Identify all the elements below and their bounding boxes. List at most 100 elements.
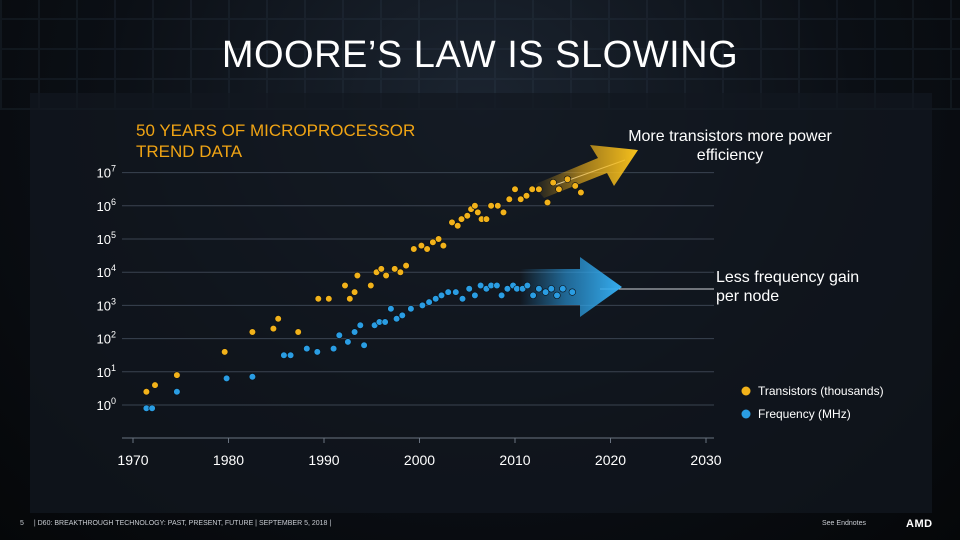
x-tick-label: 1980 [213,452,244,468]
footer-page-number: 5 [20,520,24,527]
data-point [344,338,352,346]
data-point [223,374,231,383]
data-point [547,285,555,293]
data-point [387,305,395,313]
data-point [287,351,295,359]
y-tick-label: 107 [97,164,116,181]
data-point [393,315,401,323]
data-point [221,348,229,356]
footer-endnotes-link[interactable]: See Endnotes [822,520,866,527]
y-tick-label: 105 [97,230,116,247]
data-point [407,305,415,313]
data-point [402,262,410,270]
background-circuit-pattern [0,0,960,110]
data-point [499,208,508,216]
data-point [313,348,321,356]
data-point [577,188,585,197]
chart-subtitle: 50 YEARS OF MICROPROCESSOR TREND DATA [136,121,416,161]
data-point [553,291,561,300]
data-point [517,195,525,203]
data-point [471,291,479,300]
data-point [503,285,512,293]
data-point [341,281,349,290]
data-point [356,321,364,329]
data-point [173,371,181,379]
legend-marker [741,386,751,396]
annotation-more-transistors: More transistors more power efficiency [628,128,832,164]
data-point [571,182,579,190]
amd-logo: AMD [906,518,933,530]
data-point [535,285,543,293]
data-point [465,285,473,293]
data-point [435,235,443,243]
data-point [335,331,343,339]
data-point [248,373,256,381]
data-point [425,298,433,306]
y-tick-label: 100 [97,396,116,413]
data-point [529,291,537,300]
annotation-less-frequency: Less frequency gain per node [716,269,860,305]
data-point [454,222,462,230]
x-tick-label: 2000 [404,452,435,468]
data-point [487,202,495,210]
data-point [346,295,354,303]
trend-arrow-right [520,257,622,317]
data-point [151,381,159,389]
x-tick-label: 1970 [117,452,148,468]
data-point [498,291,506,300]
legend-label: Frequency (MHz) [758,407,851,421]
footer-text: | D60: BREAKTHROUGH TECHNOLOGY: PAST, PR… [33,520,332,527]
data-point [303,345,311,353]
data-point [381,318,389,326]
data-point [410,245,418,253]
data-point [452,288,460,296]
data-point [173,388,181,396]
series-frequency [142,281,576,412]
data-point [543,198,552,207]
data-point [351,288,359,296]
y-tick-label: 106 [97,197,116,214]
data-point [398,311,406,320]
data-point [148,404,156,412]
legend-label: Transistors (thousands) [758,384,884,398]
data-point [417,242,426,250]
data-point [444,288,452,296]
data-point [351,328,359,336]
series-transistors [142,175,585,396]
data-point [528,185,536,193]
data-point [463,212,471,220]
data-point [432,295,440,303]
data-point [269,325,278,333]
data-point [541,288,550,296]
data-point [555,185,563,193]
data-point [457,215,466,223]
x-tick-label: 2030 [690,452,721,468]
data-point [522,192,531,200]
data-point [505,195,513,203]
data-point [330,345,338,353]
y-tick-label: 101 [97,363,116,380]
data-point [458,295,467,303]
data-point [367,281,375,290]
data-point [448,218,456,226]
data-point [377,265,385,273]
data-point [429,238,437,246]
data-point [474,208,482,216]
data-point [353,271,362,280]
data-point [274,315,282,323]
data-point [559,285,567,293]
legend-marker [741,409,751,419]
data-point [439,242,448,250]
data-point [477,281,485,290]
y-tick-label: 102 [97,330,116,347]
data-point [568,288,576,296]
data-point [535,185,543,193]
y-tick-label: 104 [97,263,116,280]
x-tick-label: 1990 [308,452,339,468]
x-tick-label: 2010 [499,452,530,468]
data-point [325,295,333,303]
data-point [493,281,501,290]
data-point [360,341,368,349]
